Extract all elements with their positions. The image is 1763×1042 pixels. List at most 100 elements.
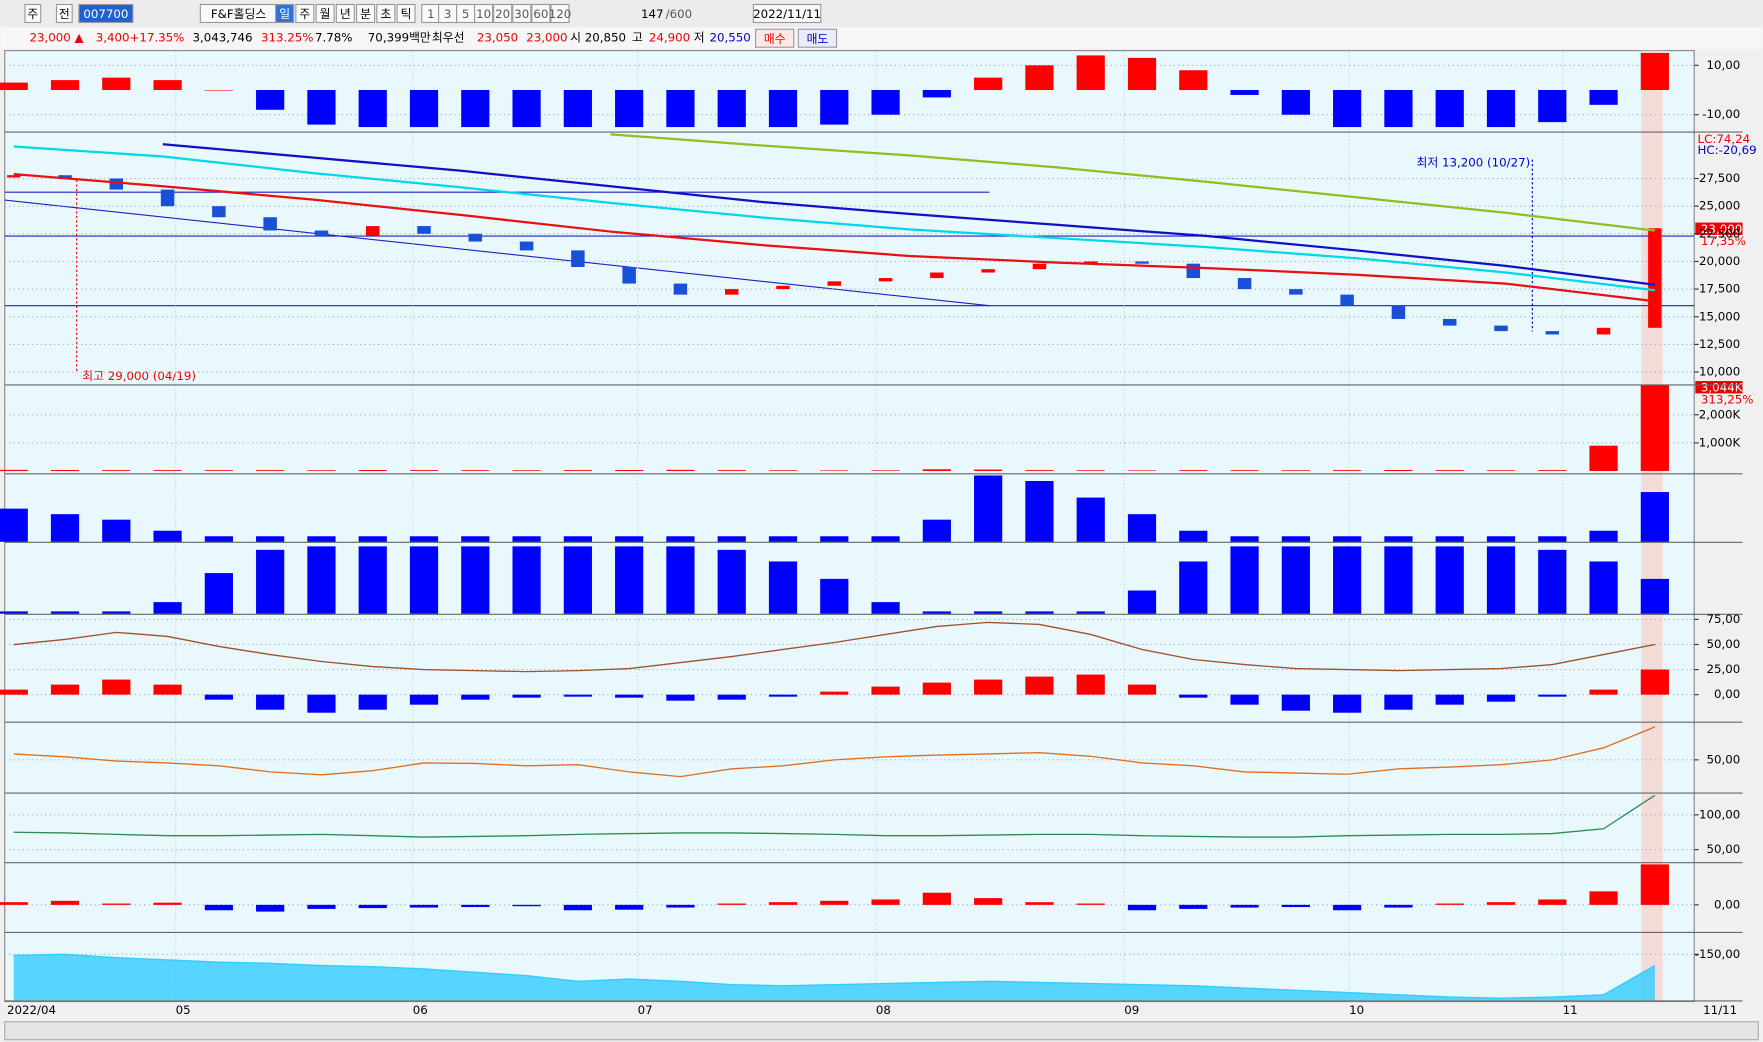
- period-button[interactable]: 일: [279, 7, 290, 21]
- period-button[interactable]: 주: [299, 7, 310, 21]
- bar: [153, 80, 182, 91]
- period-button[interactable]: 분: [360, 7, 371, 21]
- bar: [974, 77, 1003, 91]
- candle: [365, 226, 380, 237]
- trend-line: [4, 199, 990, 307]
- bar: [820, 578, 849, 614]
- date-label: 2022/04: [7, 1003, 56, 1017]
- bar: [1589, 561, 1618, 614]
- bar: [1589, 689, 1618, 695]
- info-low: 20,550: [710, 31, 751, 45]
- bar: [820, 691, 849, 695]
- y-tick-label: 15,000: [1699, 309, 1740, 323]
- buy-button[interactable]: 매수: [764, 32, 786, 46]
- bar: [563, 546, 592, 614]
- period-button-box[interactable]: [356, 3, 376, 24]
- period-button-box[interactable]: [275, 3, 295, 24]
- info-amount: 70,399백만: [368, 31, 431, 45]
- buy-button-box[interactable]: [755, 28, 795, 48]
- bar: [409, 546, 439, 614]
- sell-button-box[interactable]: [797, 28, 838, 48]
- prev-button-box[interactable]: [55, 3, 73, 24]
- bar: [1538, 549, 1567, 614]
- interval-button-box[interactable]: [531, 3, 551, 24]
- candle: [622, 266, 636, 284]
- candle: [673, 283, 688, 295]
- interval-button-box[interactable]: [474, 3, 494, 24]
- bar: [256, 470, 285, 471]
- info-high-label: 고: [632, 31, 643, 45]
- candle: [827, 281, 842, 286]
- period-button-box[interactable]: [315, 3, 335, 24]
- bar: [1486, 470, 1516, 471]
- y-tick-label: 10,000: [1699, 365, 1740, 379]
- area: [13, 954, 1655, 1001]
- interval-button[interactable]: 20: [495, 7, 510, 21]
- bar: [1435, 903, 1464, 905]
- interval-button[interactable]: 10: [476, 7, 491, 21]
- scrollbar[interactable]: [4, 1021, 1759, 1041]
- bar: [256, 549, 285, 614]
- bar: [1589, 891, 1618, 905]
- bar: [461, 90, 490, 128]
- prev-button[interactable]: 전: [59, 7, 70, 21]
- info-bid: 23,000: [526, 31, 567, 45]
- bar: [871, 536, 900, 542]
- bar: [1076, 611, 1105, 614]
- stock-name[interactable]: F&F홀딩스: [211, 7, 266, 21]
- bar: [1025, 611, 1054, 614]
- bar: [256, 694, 285, 710]
- interval-button[interactable]: 1: [427, 7, 435, 21]
- period-button[interactable]: 틱: [401, 7, 412, 21]
- code-input-box[interactable]: [78, 3, 134, 24]
- interval-button-box[interactable]: [512, 3, 532, 24]
- interval-button[interactable]: 5: [462, 7, 470, 21]
- bar: [0, 689, 28, 695]
- bar: [307, 470, 336, 471]
- bar: [1435, 694, 1464, 705]
- interval-button[interactable]: 3: [444, 7, 452, 21]
- bar: [1230, 904, 1259, 908]
- period-button-box[interactable]: [295, 3, 315, 24]
- bar: [1281, 470, 1310, 471]
- bar: [204, 536, 233, 542]
- bar: [1640, 492, 1669, 542]
- bar: [1179, 70, 1208, 91]
- date-input-box[interactable]: [752, 3, 822, 24]
- period-button-box[interactable]: [335, 3, 355, 24]
- y-tick-label: 22,500: [1699, 226, 1740, 240]
- period-button[interactable]: 초: [380, 7, 391, 21]
- period-button-box[interactable]: [376, 3, 396, 24]
- bar: [512, 536, 541, 542]
- interval-button[interactable]: 30: [514, 7, 529, 21]
- bar: [1384, 694, 1413, 710]
- bar: [871, 686, 900, 695]
- sell-button[interactable]: 매도: [807, 32, 829, 46]
- bar: [922, 469, 951, 471]
- bar: [615, 546, 644, 614]
- market-button-box[interactable]: [24, 3, 42, 24]
- interval-button-box[interactable]: [550, 3, 570, 24]
- market-button[interactable]: 주: [27, 7, 38, 21]
- bar: [615, 90, 644, 128]
- bar: [1281, 90, 1310, 115]
- bar: [1230, 470, 1259, 471]
- bar: [922, 611, 951, 614]
- y-tick-label: 2,000K: [1699, 407, 1741, 421]
- candle: [981, 269, 995, 273]
- bar: [666, 90, 695, 128]
- date-input[interactable]: 2022/11/11: [753, 7, 821, 21]
- bar: [666, 536, 695, 542]
- y-tick-label: -150,00: [1695, 947, 1741, 961]
- period-button[interactable]: 월: [320, 7, 331, 21]
- interval-button-box[interactable]: [493, 3, 513, 24]
- candle: [314, 230, 329, 237]
- interval-button[interactable]: 120: [549, 7, 572, 21]
- period-button[interactable]: 년: [340, 7, 351, 21]
- candle: [160, 189, 175, 207]
- period-button-box[interactable]: [396, 3, 416, 24]
- interval-button[interactable]: 60: [533, 7, 548, 21]
- hc-label: HC:-20,69: [1698, 143, 1757, 157]
- code-input[interactable]: 007700: [83, 7, 128, 21]
- bar: [1230, 536, 1259, 542]
